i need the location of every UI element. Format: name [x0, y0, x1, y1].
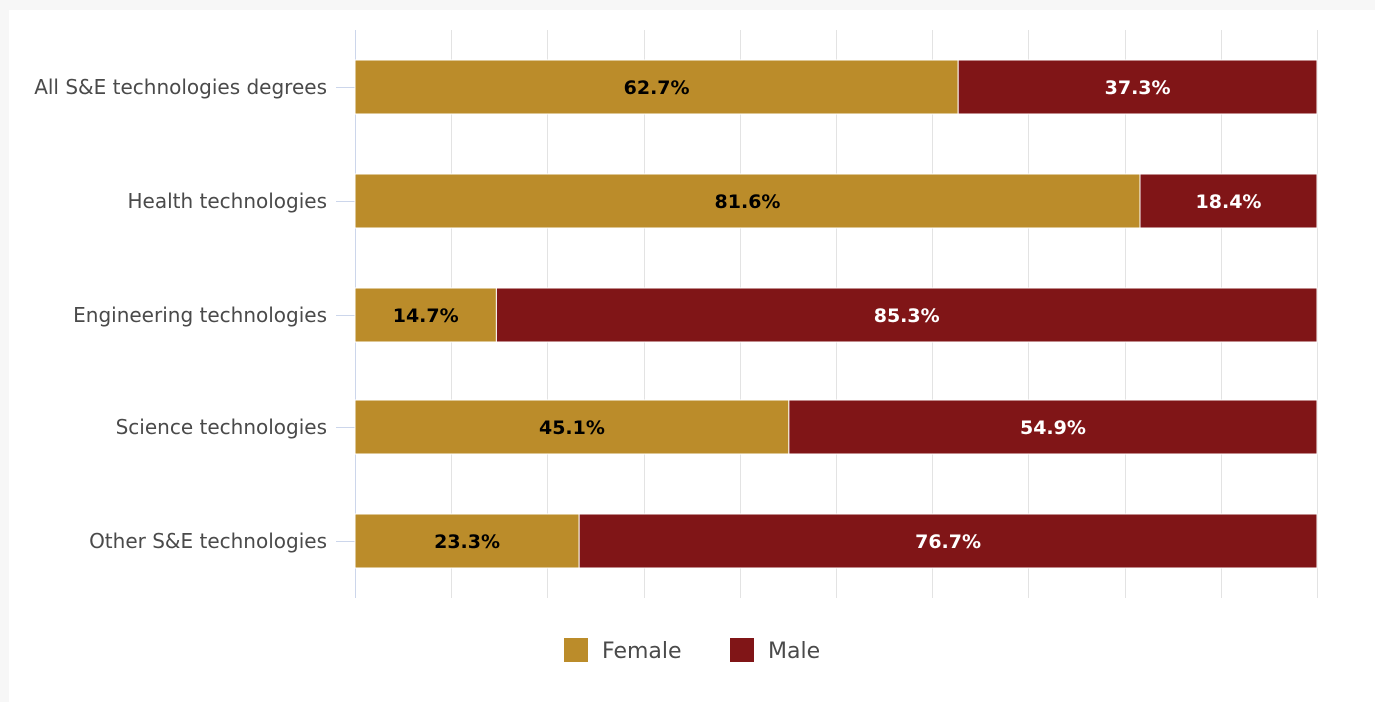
data-label: 45.1%	[539, 417, 605, 439]
bar-male	[495, 287, 1318, 343]
category-labels: All S&E technologies degrees Health techn…	[34, 75, 327, 553]
chart-card	[9, 10, 1375, 702]
bar-female	[354, 513, 580, 569]
bar-female	[354, 59, 959, 115]
bars	[354, 59, 1318, 569]
bar-female	[354, 399, 790, 455]
category-label: Other S&E technologies	[89, 529, 327, 553]
legend: Female Male	[564, 638, 820, 664]
legend-label-female: Female	[602, 639, 682, 664]
category-label: Science technologies	[116, 415, 327, 439]
category-label: All S&E technologies degrees	[34, 75, 327, 99]
bar-male	[957, 59, 1318, 115]
bar-male	[788, 399, 1318, 455]
data-label: 14.7%	[393, 305, 459, 327]
data-label: 81.6%	[715, 191, 781, 213]
category-label: Engineering technologies	[73, 303, 327, 327]
bar-male	[578, 513, 1318, 569]
legend-swatch-male	[730, 638, 754, 662]
data-label: 62.7%	[624, 77, 690, 99]
bar-labels: 62.7% 37.3% 81.6% 18.4% 14.7% 85.3% 45.1% 54.9%…	[393, 77, 1262, 553]
bar-female	[354, 173, 1141, 229]
data-label: 85.3%	[874, 305, 940, 327]
category-label: Health technologies	[127, 189, 327, 213]
data-label: 76.7%	[915, 531, 981, 553]
data-label: 23.3%	[434, 531, 500, 553]
legend-label-male: Male	[768, 639, 820, 664]
data-label: 54.9%	[1020, 417, 1086, 439]
bar-male	[1139, 173, 1318, 229]
data-label: 37.3%	[1105, 77, 1171, 99]
data-label: 18.4%	[1196, 191, 1262, 213]
bar-female	[354, 287, 497, 343]
legend-swatch-female	[564, 638, 588, 662]
